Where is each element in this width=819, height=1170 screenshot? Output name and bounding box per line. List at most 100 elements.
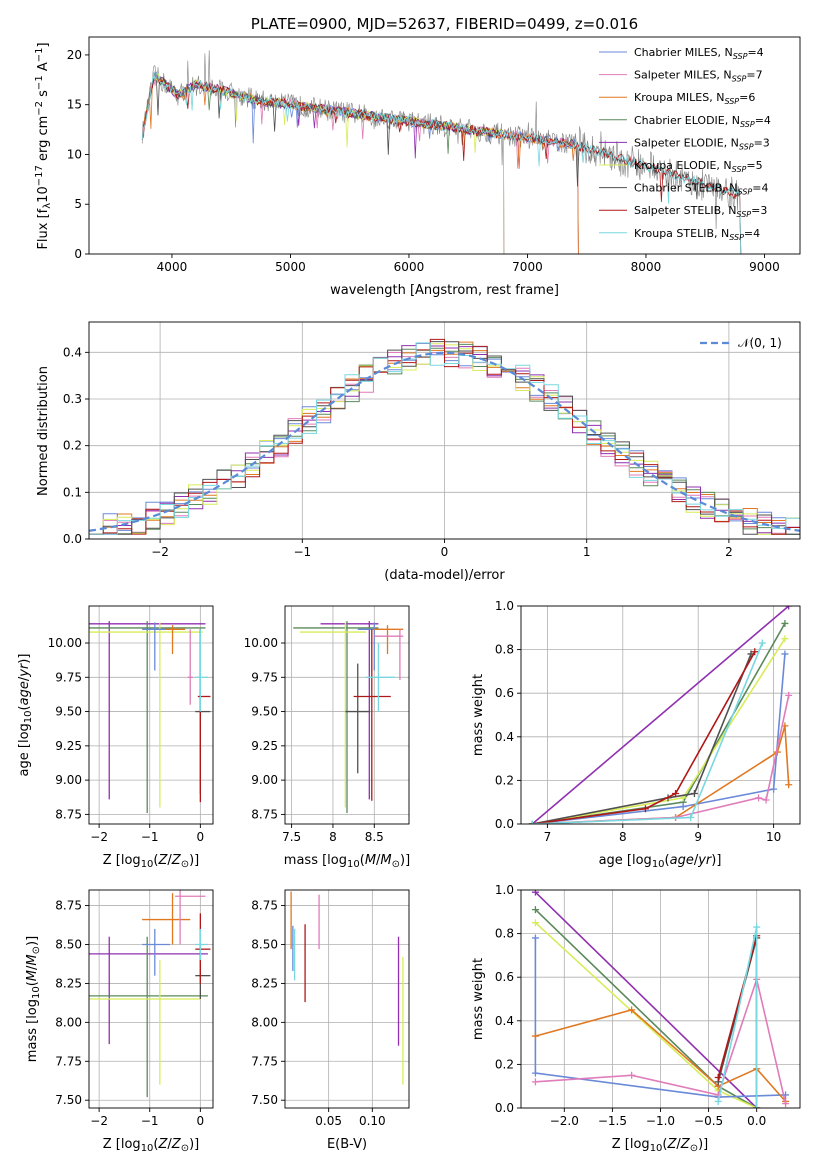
axes [521, 889, 800, 1109]
model-spectrum-line [141, 71, 742, 254]
errorbar-point [293, 621, 379, 814]
y-tick-label: 8.25 [251, 976, 278, 990]
frame: −2.0 −1.5 −1.0 −0.5 0.0 0.0 0.2 0.4 0.6 0.8 1.0 [495, 883, 801, 1128]
residual-plot: −2 −1 0 1 2 0.0 0.1 0.2 0.3 0.4 [63, 321, 801, 559]
errorbar-point [366, 643, 395, 712]
age-vs-mass-panel: 7.5 8 8.5 8.75 9.00 9.25 9.50 9.75 10.00 mass [l… [244, 605, 410, 870]
mass-weight-marker [628, 1006, 636, 1014]
y-tick-label: 9.50 [251, 705, 278, 719]
x-tick-label: 10 [766, 830, 781, 844]
mass-weight-marker [714, 1091, 722, 1099]
x-tick-label: 7000 [512, 260, 543, 274]
mass-weight-marker [531, 1069, 539, 1077]
model-spectrum-line [141, 72, 505, 254]
mass-weight-marker [782, 1100, 790, 1108]
plot-content [290, 891, 404, 1085]
frame: 7.5 8 8.5 8.75 9.00 9.25 9.50 9.75 10.00 [244, 605, 410, 844]
x-tick-label: 8 [619, 830, 627, 844]
mass-weight-marker [714, 1073, 722, 1081]
model-spectrum-line [141, 71, 579, 254]
mass-weight-marker [528, 820, 536, 824]
age-vs-metallicity-plot: −2 −1 0 8.75 9.00 9.25 9.50 9.75 10.00 [48, 605, 214, 844]
axes [89, 606, 213, 824]
mass-vs-metallicity-plot: −2 −1 0 7.50 7.75 8.00 8.25 8.50 8.75 [55, 889, 214, 1128]
y-tick-label: 0.0 [495, 817, 514, 831]
residual-xlabel: (data-model)/error [384, 568, 505, 583]
plot-content [293, 621, 404, 814]
errorbar-point [299, 622, 367, 808]
axes-frame [520, 605, 801, 825]
mass-weight-marker [687, 813, 695, 821]
mass-weight-marker [679, 803, 687, 811]
model-spectrum-line [141, 74, 505, 254]
residual-legend: 𝒩(0, 1) [700, 336, 782, 350]
y-tick-label: 0.3 [63, 392, 82, 406]
errorbar-point [353, 629, 391, 801]
plot-content [89, 890, 211, 1098]
x-tick-label: −0.5 [694, 1114, 723, 1128]
legend-label: Salpeter STELIB, NSSP=3 [634, 204, 767, 219]
y-tick-label: 0.4 [495, 1014, 514, 1028]
y-tick-label: 8.50 [55, 938, 82, 952]
mass-weight-marker [751, 648, 759, 656]
model-spectrum-line [141, 72, 505, 254]
mass-weight-marker [770, 785, 778, 793]
y-tick-label: 9.00 [55, 773, 82, 787]
y-tick-label: 8.75 [55, 807, 82, 821]
mass-weight-marker [672, 789, 680, 797]
errorbar-point [195, 952, 211, 999]
x-tick-label: 0 [441, 545, 449, 559]
mass-weight-marker [785, 781, 793, 789]
mass-weight-marker [755, 794, 763, 802]
x-tick-label: 0.0 [747, 1114, 766, 1128]
x-tick-label: 8 [329, 830, 337, 844]
axes-frame [284, 605, 410, 825]
legend-label: Salpeter ELODIE, NSSP=3 [634, 136, 770, 151]
model-spectrum-line [141, 71, 579, 254]
mass-weight-marker [758, 639, 766, 647]
y-tick-label: 5 [74, 197, 82, 211]
y-tick-label: 7.75 [55, 1054, 82, 1068]
mass-weight-marker [781, 619, 789, 627]
age-vs-metallicity-ylabel: age [log10(age/yr)] [17, 654, 34, 777]
weight-vs-metallicity-panel: −2.0 −1.5 −1.0 −0.5 0.0 0.0 0.2 0.4 0.6 0.8 1.0 Z … [471, 883, 801, 1154]
y-tick-label: 0.8 [495, 643, 514, 657]
errorbar-point [374, 625, 404, 654]
errorbar-point [374, 629, 404, 681]
y-tick-label: 0 [74, 247, 82, 261]
mass-weight-line [532, 651, 756, 824]
plot-content [141, 50, 742, 254]
x-tick-label: −1.0 [646, 1114, 675, 1128]
y-tick-label: 15 [67, 98, 82, 112]
x-tick-label: −1 [141, 830, 159, 844]
model-spectrum-line [141, 75, 579, 254]
spectrum-plot: 4000 5000 6000 7000 8000 9000 0 5 10 15 20 [67, 36, 801, 274]
errorbar-point [89, 936, 208, 1098]
errorbar-point [89, 936, 208, 1045]
x-tick-label: 7 [544, 830, 552, 844]
y-tick-label: 7.75 [251, 1054, 278, 1068]
x-tick-label: 8.5 [365, 830, 384, 844]
x-tick-label: −2 [90, 830, 108, 844]
mass-weight-marker [785, 691, 793, 699]
spectrum-ylabel: Flux [fλ10−17 erg cm−2 s−1 A−1] [34, 42, 53, 249]
mass-weight-marker [531, 919, 539, 927]
y-tick-label: 0.0 [495, 1101, 514, 1115]
mass-weight-marker [628, 1071, 636, 1079]
x-tick-label: 4000 [157, 260, 188, 274]
y-tick-label: 0.8 [495, 927, 514, 941]
y-tick-label: 8.75 [251, 807, 278, 821]
errorbar-point [89, 960, 201, 1085]
mass-weight-line [531, 606, 790, 824]
mass-weight-line [534, 938, 786, 1098]
axes-frame [88, 889, 214, 1109]
frame: −2 −1 0 1 2 0.0 0.1 0.2 0.3 0.4 [63, 321, 801, 559]
mass-weight-marker [531, 1078, 539, 1086]
mass-weight-marker [762, 796, 770, 804]
mass-vs-ebv-panel: 0.05 0.10 7.50 7.75 8.00 8.25 8.50 8.75 E(B-V) [251, 889, 410, 1152]
frame: 0.05 0.10 7.50 7.75 8.00 8.25 8.50 8.75 [251, 889, 410, 1128]
frame: 7 8 9 10 0.0 0.2 0.4 0.6 0.8 1.0 [495, 599, 801, 844]
y-tick-label: 8.00 [251, 1015, 278, 1029]
y-tick-label: 10 [67, 147, 82, 161]
frame: 4000 5000 6000 7000 8000 9000 0 5 10 15 20 [67, 36, 801, 274]
